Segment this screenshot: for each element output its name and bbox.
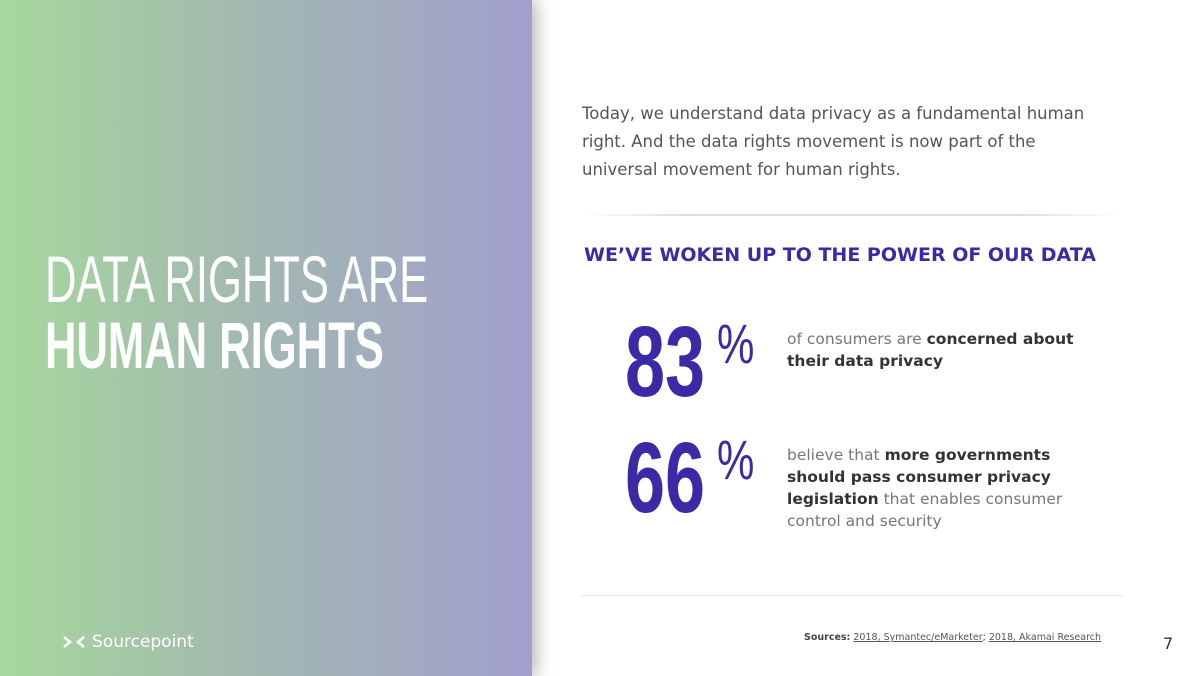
divider (582, 214, 1122, 216)
stat-number: 66 (625, 422, 706, 534)
logo-text: Sourcepoint (92, 632, 194, 652)
stat-unit: % (717, 312, 755, 375)
text-segment: believe that (787, 446, 885, 464)
divider (582, 595, 1122, 596)
title-line: DATA RIGHTS ARE (45, 242, 429, 316)
title-line: HUMAN RIGHTS (45, 308, 384, 382)
stat-number: 83 (625, 306, 706, 418)
left-panel: DATA RIGHTS ARE HUMAN RIGHTS Sourcepoint (0, 0, 532, 676)
logo: Sourcepoint (62, 632, 194, 652)
text-segment: more governments should pass consumer pr… (787, 446, 1051, 508)
source-link: 2018, Akamai Research (988, 632, 1102, 643)
text-segment: concerned about their data privacy (787, 330, 1074, 370)
intro-text: Today, we understand data privacy as a f… (582, 104, 1085, 179)
text-segment: that enables consumer control and securi… (787, 490, 1063, 530)
sources-label: Sources: (804, 632, 851, 643)
sources: Sources: 2018, Symantec/eMarketer; 2018,… (804, 632, 1101, 643)
logo-icon (63, 636, 85, 648)
text-segment: of consumers are (787, 330, 927, 348)
stat-text: of consumers are concerned about their d… (787, 328, 1097, 372)
stat-unit: % (717, 428, 755, 491)
heading: WE’VE WOKEN UP TO THE POWER OF OUR DATA (584, 244, 1096, 266)
source-link: 2018, Symantec/eMarketer (853, 632, 983, 643)
page-number: 7 (1163, 634, 1174, 653)
separator: ; (982, 632, 989, 643)
stat-text: believe that more governments should pas… (787, 444, 1097, 532)
